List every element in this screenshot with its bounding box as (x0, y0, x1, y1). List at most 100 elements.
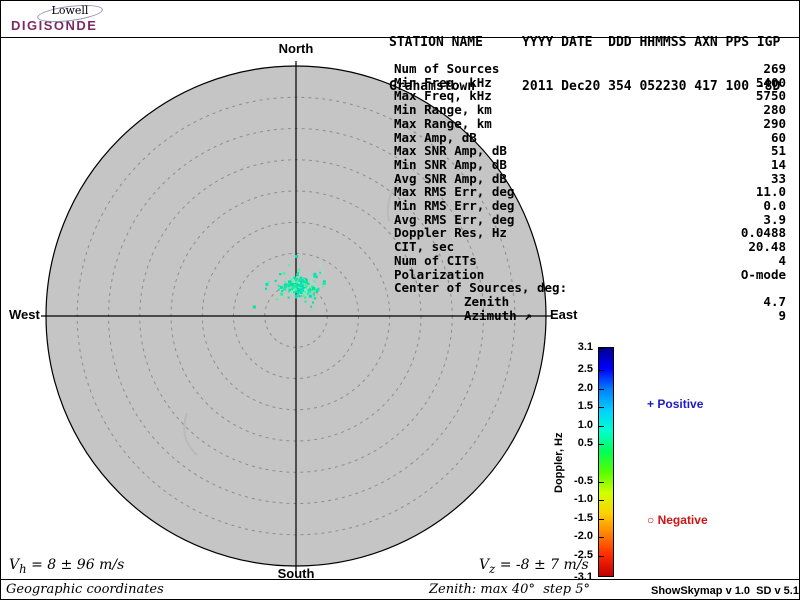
source-dot (287, 282, 290, 285)
source-dot (304, 278, 307, 280)
colorbar-ticks: 3.1 2.5 2.0 1.5 1.0 0.5 -0.5 -1.0 -1.5 -2.0 -2.5 -3… (559, 341, 593, 583)
source-dot (297, 280, 300, 283)
colorbar-tick-label: 3.1 (577, 341, 593, 353)
source-dot (298, 295, 301, 298)
stat-label: Min RMS Err, deg (394, 198, 515, 214)
stat-value: 4.7 (763, 293, 786, 309)
stat-value: 9 (778, 307, 786, 323)
stat-label: Polarization (394, 266, 485, 282)
source-dot (293, 287, 297, 291)
source-dot (298, 282, 301, 284)
colorbar-tickmark (599, 388, 604, 390)
station-header-columns: STATION NAME YYYY DATE DDD HHMMSS AXN PP… (389, 35, 781, 50)
vertical-velocity-readout: Vz = -8 ± 7 m/s (479, 557, 589, 576)
source-dot (278, 288, 281, 291)
source-dot (312, 301, 314, 304)
colorbar-tickmark (599, 444, 604, 446)
source-dot (300, 284, 304, 288)
source-dot (294, 294, 297, 297)
source-dot (304, 291, 307, 294)
footer-divider (1, 579, 799, 580)
colorbar-tickmark (599, 348, 604, 349)
source-dots (252, 255, 326, 309)
source-dot (288, 288, 291, 291)
source-dot (322, 285, 325, 288)
stat-label: Avg SNR Amp, dB (394, 170, 507, 186)
source-dot (296, 282, 299, 285)
stat-label: Azimuth ↗ (464, 307, 532, 323)
colorbar (598, 347, 614, 577)
colorbar-tick-label: -0.5 (574, 474, 593, 487)
colorbar-tickmark (599, 537, 604, 539)
source-dot (252, 305, 256, 309)
colorbar-tick-label: -1.5 (574, 511, 593, 524)
source-dot (301, 286, 304, 289)
stat-value: 0.0 (763, 198, 786, 214)
source-dot (296, 283, 299, 286)
stat-row: Max Range, km 290 (394, 117, 786, 131)
horizontal-velocity-readout: Vh = 8 ± 96 m/s (9, 557, 125, 576)
stat-row: Min Freq, kHz 5400 (394, 75, 786, 90)
source-dot (302, 277, 305, 280)
source-dot (298, 279, 301, 282)
stat-label: Avg RMS Err, deg (394, 211, 515, 227)
source-dot (291, 280, 294, 283)
stat-value: 269 (763, 61, 786, 76)
colorbar-tick-label: -1.0 (574, 493, 593, 506)
source-dot (299, 276, 302, 279)
source-dot (313, 272, 317, 276)
stat-value: 51 (770, 143, 786, 159)
source-dot (306, 292, 309, 295)
source-dot (312, 283, 315, 286)
source-dot (310, 305, 313, 308)
stat-label: Min SNR Amp, dB (394, 156, 507, 172)
colorbar-tickmark (599, 407, 604, 409)
source-dot (280, 292, 284, 296)
source-dot (304, 296, 307, 299)
source-dot (291, 290, 294, 293)
source-dot (295, 281, 298, 284)
source-dot (283, 280, 286, 283)
source-dot (303, 285, 306, 287)
source-dot (315, 276, 318, 279)
colorbar-tickmark (599, 518, 604, 520)
source-dot (321, 270, 324, 273)
stat-value: 14 (770, 156, 786, 172)
stat-label: Zenith (464, 293, 510, 309)
direction-label-west: West (9, 307, 40, 322)
source-dot (310, 276, 313, 279)
source-dot (284, 284, 287, 287)
source-dot (287, 296, 290, 299)
source-dot (315, 275, 318, 278)
source-dot (312, 296, 315, 299)
source-dot (302, 291, 305, 294)
source-dot (307, 282, 310, 285)
stat-row: CIT, sec 20.48 (394, 240, 786, 254)
colorbar-tick-label: 1.0 (577, 418, 593, 431)
source-dot (309, 292, 312, 294)
source-dot (304, 289, 307, 292)
stat-label: Max RMS Err, deg (394, 184, 515, 200)
direction-label-south: South (277, 566, 315, 581)
stats-panel: Num of Sources 269 Min Freq, kHz 5400 Ma… (394, 62, 786, 322)
direction-label-east: East (550, 307, 578, 322)
source-dot (277, 284, 280, 287)
source-dot (297, 272, 300, 275)
stat-label: Num of Sources (394, 61, 500, 76)
source-dot (313, 275, 316, 278)
source-dot (302, 287, 305, 290)
logo-digisonde-text: DIGISONDE (11, 18, 98, 33)
source-dot (293, 276, 296, 279)
stat-value: 60 (770, 129, 786, 145)
source-dot (296, 277, 299, 280)
source-dot (296, 288, 300, 292)
stat-value: 0.0488 (740, 225, 786, 241)
source-dot (292, 282, 295, 285)
stat-row: Doppler Res, Hz 0.0488 (394, 226, 786, 240)
source-dot (279, 273, 282, 276)
source-dot (313, 285, 316, 288)
source-dot (287, 290, 290, 293)
source-dot (299, 290, 303, 294)
source-dot (290, 276, 293, 279)
source-dot (296, 274, 299, 276)
